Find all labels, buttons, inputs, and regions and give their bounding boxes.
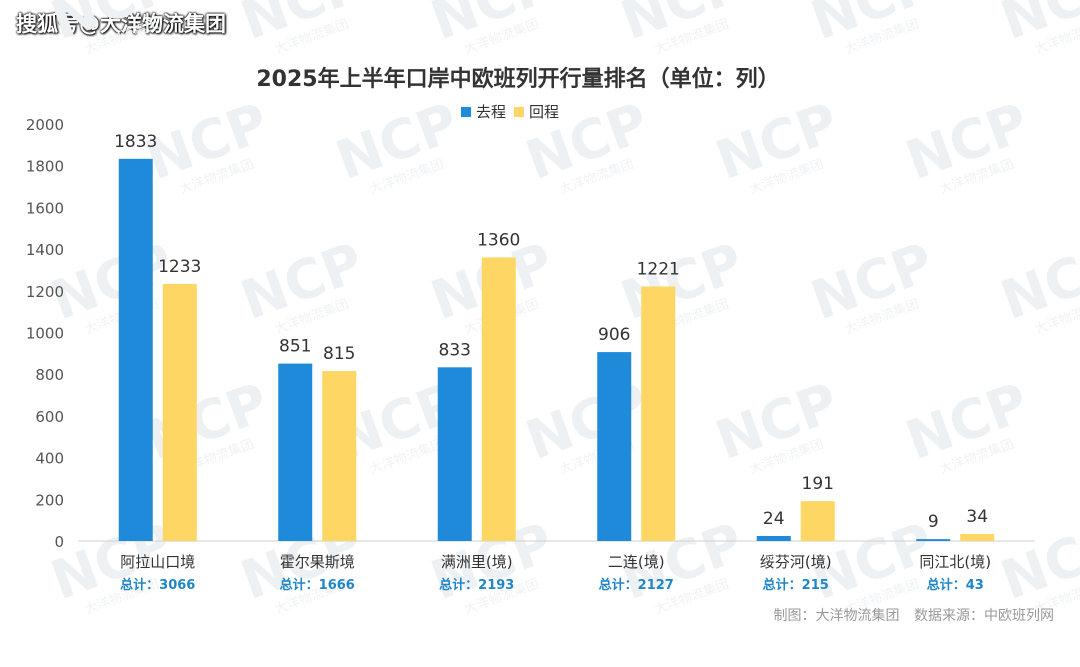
footer-credits: 制图：大洋物流集团 数据来源：中欧班列网 [764, 605, 1054, 625]
data-label: 34 [966, 507, 988, 527]
bar-inbound [481, 257, 516, 541]
y-tick-label: 0 [54, 533, 64, 551]
legend-swatch-inbound [514, 107, 524, 117]
data-label: 191 [802, 474, 834, 494]
x-tick-label: 同江北(境) [919, 553, 991, 571]
data-label: 851 [279, 337, 311, 357]
data-label: 1221 [637, 259, 680, 279]
legend-swatch-outbound [461, 107, 471, 117]
bar-outbound [916, 539, 951, 541]
bar-outbound [756, 535, 791, 541]
x-tick-label: 霍尔果斯境 [280, 553, 355, 571]
footer-source: 数据来源：中欧班列网 [914, 608, 1054, 624]
data-label: 9 [928, 512, 939, 532]
total-label: 总计：43 [927, 577, 984, 593]
bar-outbound [597, 352, 632, 541]
legend-label-outbound: 去程 [476, 103, 506, 121]
y-tick-label: 2000 [26, 116, 64, 134]
y-tick-label: 200 [35, 491, 64, 509]
y-tick-label: 800 [35, 366, 64, 384]
total-label: 总计：1666 [280, 577, 355, 593]
x-tick-label: 满洲里(境) [441, 553, 513, 571]
chart-title: 2025年上半年口岸中欧班列开行量排名（单位：列） [256, 66, 779, 92]
source-watermark: 搜狐号@大洋物流集团 [16, 12, 226, 36]
bar-inbound [322, 371, 357, 541]
data-label: 1233 [158, 257, 201, 277]
y-tick-label: 1600 [26, 199, 64, 217]
legend-label-inbound: 回程 [529, 103, 559, 121]
y-tick-label: 1000 [26, 325, 64, 343]
data-label: 24 [763, 509, 785, 529]
total-label: 总计：3066 [120, 577, 195, 593]
data-label: 906 [598, 325, 630, 345]
footer-maker: 制图：大洋物流集团 [773, 608, 900, 624]
total-label: 总计：2193 [439, 577, 514, 593]
bar-inbound [162, 283, 197, 541]
total-label: 总计：215 [763, 577, 829, 593]
bar-inbound [800, 501, 835, 541]
x-tick-label: 阿拉山口境 [120, 553, 195, 571]
data-label: 815 [323, 344, 355, 364]
y-tick-label: 1800 [26, 158, 64, 176]
bar-outbound [278, 363, 313, 541]
bar-outbound [118, 158, 153, 541]
x-tick-label: 绥芬河(境) [760, 553, 832, 571]
y-tick-label: 400 [35, 450, 64, 468]
y-tick-label: 600 [35, 408, 64, 426]
bar-outbound [437, 367, 472, 541]
total-label: 总计：2127 [599, 577, 674, 593]
data-label: 1360 [477, 230, 520, 250]
bar-inbound [960, 533, 995, 541]
data-label: 1833 [114, 132, 157, 152]
x-tick-label: 二连(境) [608, 553, 665, 571]
y-tick-label: 1200 [26, 283, 64, 301]
bar-inbound [641, 286, 676, 541]
y-tick-label: 1400 [26, 241, 64, 259]
data-label: 833 [439, 340, 471, 360]
